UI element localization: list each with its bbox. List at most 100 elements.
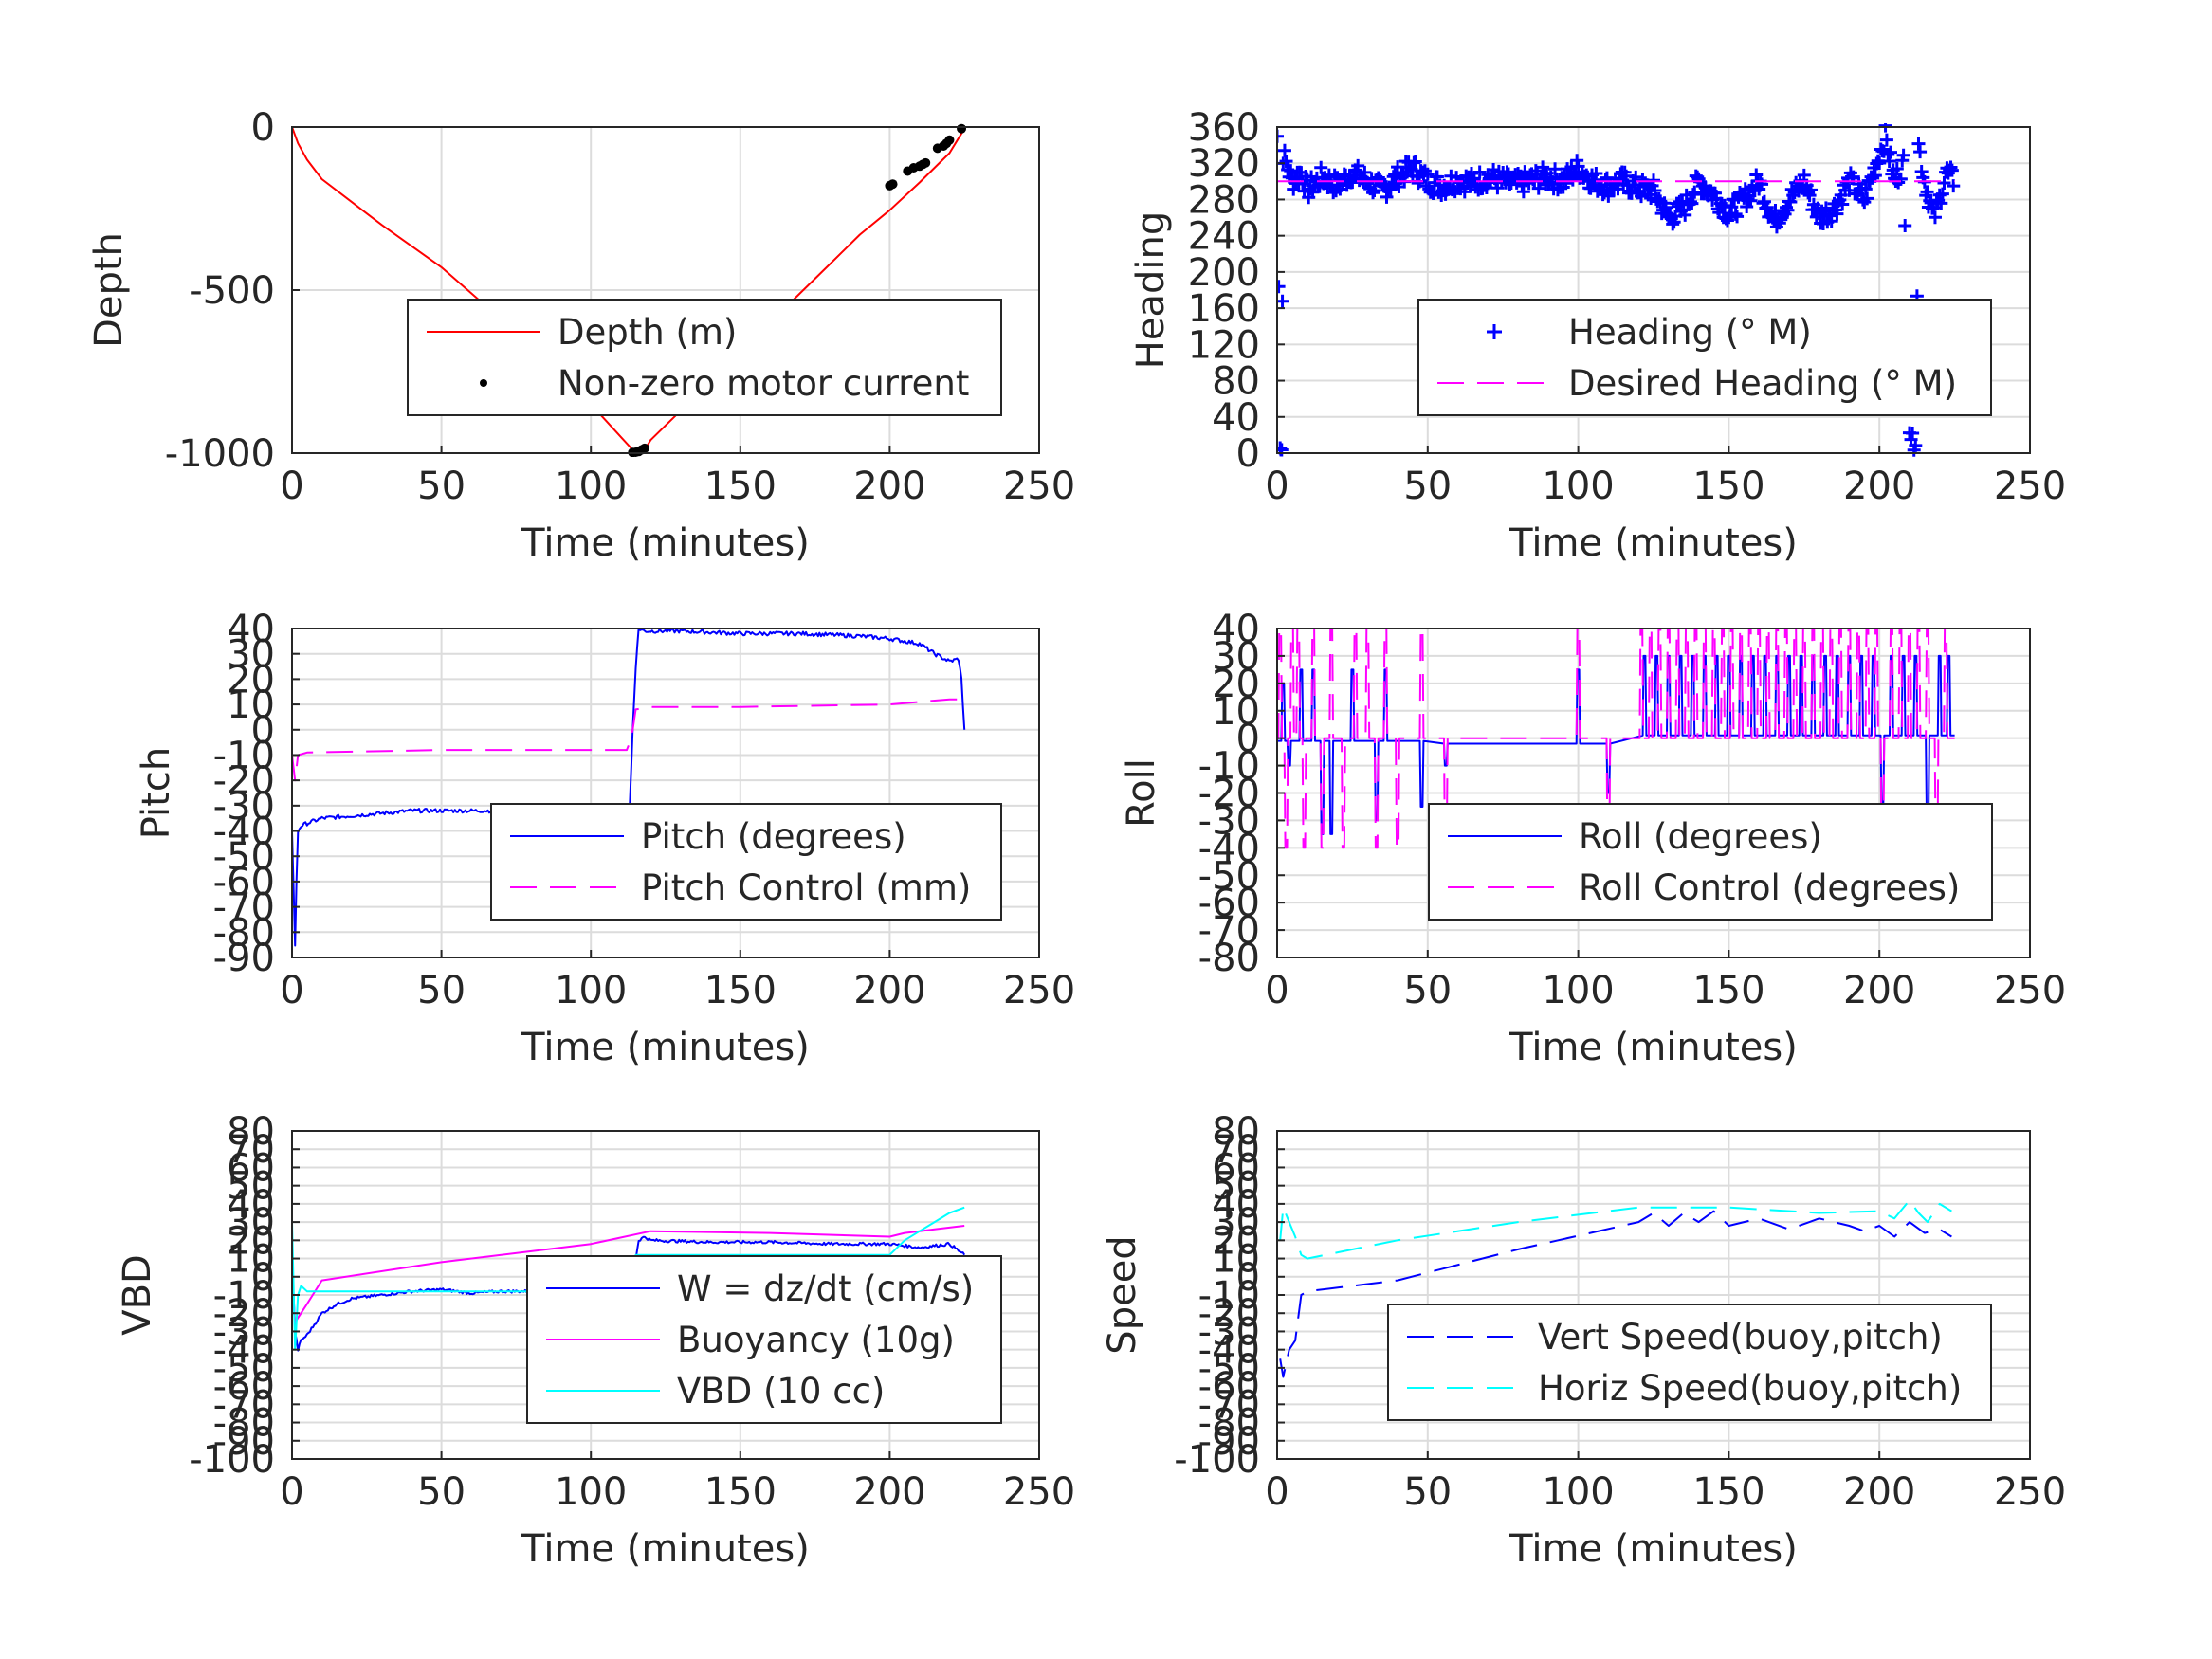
y-tick-label: 60: [227, 1146, 275, 1190]
data-marker: [1819, 201, 1833, 215]
data-marker: [1490, 181, 1505, 195]
data-marker: [1945, 163, 1959, 177]
y-tick-label: 80: [1212, 360, 1260, 404]
x-tick-label: 50: [417, 465, 466, 508]
y-tick-label: -10: [213, 734, 275, 777]
data-marker: [1893, 172, 1908, 186]
y-tick-label: -20: [1198, 1292, 1260, 1336]
x-tick-label: 250: [1003, 465, 1075, 508]
data-marker: [1913, 145, 1928, 159]
legend-box: [1387, 1304, 1992, 1421]
data-layer: [1277, 123, 1961, 457]
y-tick-label: 80: [227, 1110, 275, 1154]
y-tick-label: -10: [1198, 745, 1260, 789]
x-tick-label: 50: [1403, 969, 1452, 1012]
x-tick-label: 200: [853, 1470, 925, 1514]
x-tick-label: 50: [417, 969, 466, 1012]
x-tick-label: 150: [1692, 465, 1764, 508]
series-buoyancy-10g-line: [292, 1225, 965, 1323]
series-vert-speed-buoy-pitch-line: [1279, 1210, 1952, 1378]
y-tick-label: 60: [1212, 1146, 1260, 1190]
data-marker: [1277, 129, 1284, 143]
legend-label: Depth (m): [558, 312, 737, 353]
data-marker: [1797, 168, 1811, 182]
y-tick-label: -40: [213, 811, 275, 854]
y-tick-label: 0: [251, 709, 275, 753]
y-tick-label: 120: [1188, 323, 1260, 367]
y-tick-label: 30: [227, 1201, 275, 1245]
x-axis-label: Time (minutes): [1508, 521, 1798, 565]
chart-panel-3: 0 50 100 150 200 250-90-80-70-60-50-40-30-20-…: [135, 608, 1075, 1069]
data-marker: [1873, 156, 1887, 171]
y-tick-label: 280: [1188, 178, 1260, 222]
y-tick-label: 40: [1212, 608, 1260, 651]
x-tick-label: 100: [1542, 1470, 1614, 1514]
y-tick-label: 360: [1188, 106, 1260, 150]
y-tick-label: -70: [1198, 909, 1260, 953]
x-tick-label: 150: [704, 969, 777, 1012]
x-tick-label: 100: [555, 969, 627, 1012]
y-tick-label: -10: [213, 1274, 275, 1318]
x-tick-label: 100: [1542, 969, 1614, 1012]
y-tick-label: 20: [1212, 663, 1260, 706]
chart-panel-1: 0 50 100 150 200 250 -1000 -500 0 Time (minutes) D…: [87, 106, 1075, 565]
data-marker: [1730, 210, 1745, 224]
x-tick-label: 0: [1265, 1470, 1289, 1514]
y-tick-label: -20: [213, 1292, 275, 1336]
y-tick-label: -20: [213, 759, 275, 803]
y-tick-label: 70: [227, 1128, 275, 1172]
data-marker: [1934, 196, 1948, 210]
legend-swatch: [480, 379, 487, 387]
x-tick-label: 100: [555, 1470, 627, 1514]
y-tick-label: 40: [227, 1183, 275, 1227]
x-axis-label: Time (minutes): [521, 1026, 810, 1069]
data-marker: [1928, 210, 1942, 225]
data-marker: [1947, 179, 1961, 193]
y-axis-label: Depth: [87, 232, 131, 348]
x-tick-label: 50: [1403, 1470, 1452, 1514]
data-layer: [292, 123, 967, 457]
y-tick-label: -100: [189, 1438, 275, 1482]
data-marker: [1896, 148, 1910, 162]
y-tick-label: -50: [1198, 854, 1260, 898]
y-tick-label: 10: [227, 1238, 275, 1282]
data-marker: [1326, 186, 1341, 200]
data-marker: [1878, 123, 1892, 133]
y-tick-label: 240: [1188, 215, 1260, 259]
y-tick-label: 30: [1212, 1201, 1260, 1245]
y-tick-label: -70: [213, 886, 275, 930]
y-tick-label: -30: [213, 785, 275, 829]
x-tick-label: 250: [1003, 969, 1075, 1012]
legend-label: Heading (° M): [1568, 312, 1812, 353]
legend-label: Pitch Control (mm): [641, 867, 971, 908]
x-axis-label: Time (minutes): [521, 1527, 810, 1571]
x-tick-label: 200: [853, 465, 925, 508]
axes-box: [291, 628, 1040, 958]
y-tick-label: 80: [1212, 1110, 1260, 1154]
data-marker: [1836, 197, 1850, 211]
data-marker: [1884, 145, 1897, 159]
x-tick-label: 50: [1403, 465, 1452, 508]
y-tick-label: -50: [213, 835, 275, 879]
chart-panel-2: 0 50 100 150 200 2500408012016020024028032036…: [1129, 106, 2066, 565]
x-tick-label: 150: [704, 1470, 777, 1514]
chart-panel-5: 0 50 100 150 200 250-100-90-80-70-60-50-40-30…: [116, 1110, 1075, 1571]
legend-label: Desired Heading (° M): [1568, 363, 1957, 404]
data-marker: [1906, 427, 1920, 441]
y-tick-label: -80: [213, 1402, 275, 1446]
x-tick-label: 200: [1843, 969, 1915, 1012]
legend: Pitch (degrees) Pitch Control (mm): [490, 803, 1002, 921]
x-tick-label: 100: [555, 465, 627, 508]
series-heading-m: [1277, 123, 1961, 457]
y-tick-label: -80: [1198, 1402, 1260, 1446]
legend: Vert Speed(buoy,pitch) Horiz Speed(buoy,p…: [1387, 1304, 1992, 1421]
x-tick-label: 200: [1843, 465, 1915, 508]
y-tick-label: -70: [213, 1383, 275, 1427]
x-axis-label: Time (minutes): [1508, 1527, 1798, 1571]
y-tick-label: 40: [227, 608, 275, 651]
y-tick-label: -40: [213, 1329, 275, 1373]
y-tick-label: 50: [1212, 1165, 1260, 1209]
y-tick-label: -80: [213, 911, 275, 955]
series-horiz-speed-buoy-pitch-line: [1279, 1199, 1952, 1260]
